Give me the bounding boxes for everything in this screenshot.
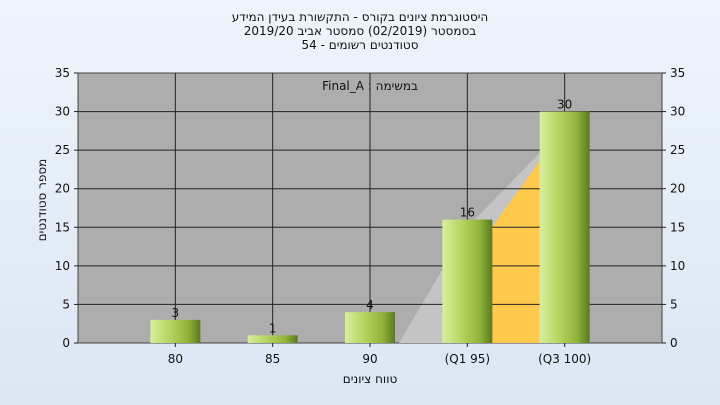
- y-tick-label-right: 10: [670, 259, 685, 273]
- x-tick-label: (Q1 95): [445, 352, 491, 366]
- y-tick-label-left: 0: [62, 336, 70, 350]
- y-tick-label-left: 10: [55, 259, 70, 273]
- bar: [442, 219, 493, 343]
- data-label: 30: [557, 98, 572, 112]
- bar: [150, 319, 201, 343]
- data-label: 3: [172, 306, 180, 320]
- chart-title: היסטוגרמת ציונים בקורס - התקשורת בעידן ה…: [0, 10, 720, 52]
- y-tick-label-right: 15: [670, 220, 685, 234]
- data-label: 4: [366, 298, 374, 312]
- y-tick-label-right: 30: [670, 105, 685, 119]
- y-tick-label-left: 15: [55, 220, 70, 234]
- x-axis-title: טווח ציונים: [342, 372, 398, 386]
- bars: 3 1 4 16 30: [150, 98, 590, 343]
- y-tick-label-left: 25: [55, 143, 70, 157]
- chart-title-line-2: בסמסטר (02/2019) סמסטר אביב 2019/20: [243, 24, 477, 38]
- task-annotation: במשימה : Final_A: [322, 79, 418, 93]
- y-tick-label-right: 0: [670, 336, 678, 350]
- y-tick-label-left: 30: [55, 105, 70, 119]
- x-tick-label: 80: [168, 352, 183, 366]
- y-tick-label-left: 20: [55, 182, 70, 196]
- data-label: 16: [460, 206, 475, 220]
- bar: [539, 111, 590, 343]
- y-tick-label-left: 5: [62, 297, 70, 311]
- x-tick-label: (Q3 100): [538, 352, 591, 366]
- x-tick-label: 90: [362, 352, 377, 366]
- chart-title-line-3: סטודנטים רשומים - 54: [301, 38, 419, 52]
- axis-ticks: 0 0 5 5 10 10 15 15 20 20 25 25 30 30 35 35 80 85 90 (Q1 95…: [55, 66, 686, 366]
- chart-title-line-1: היסטוגרמת ציונים בקורס - התקשורת בעידן ה…: [231, 10, 489, 24]
- y-tick-label-right: 35: [670, 66, 685, 80]
- data-label: 1: [269, 321, 277, 335]
- x-tick-label: 85: [265, 352, 280, 366]
- y-tick-label-right: 25: [670, 143, 685, 157]
- y-tick-label-left: 35: [55, 66, 70, 80]
- bar: [247, 335, 298, 343]
- y-tick-label-right: 5: [670, 297, 678, 311]
- y-tick-label-right: 20: [670, 182, 685, 196]
- bar: [345, 312, 395, 343]
